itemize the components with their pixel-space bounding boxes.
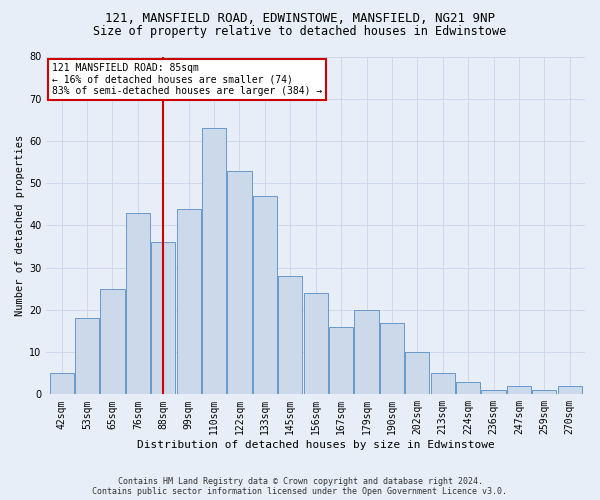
Bar	[405, 352, 430, 395]
Bar	[75, 318, 99, 394]
Bar	[278, 276, 302, 394]
Text: 121 MANSFIELD ROAD: 85sqm
← 16% of detached houses are smaller (74)
83% of semi-: 121 MANSFIELD ROAD: 85sqm ← 16% of detac…	[52, 64, 322, 96]
Text: Contains HM Land Registry data © Crown copyright and database right 2024.: Contains HM Land Registry data © Crown c…	[118, 477, 482, 486]
Text: Size of property relative to detached houses in Edwinstowe: Size of property relative to detached ho…	[94, 25, 506, 38]
Bar	[456, 382, 480, 394]
Y-axis label: Number of detached properties: Number of detached properties	[15, 135, 25, 316]
Bar	[557, 386, 582, 394]
Bar	[481, 390, 506, 394]
Bar	[126, 212, 150, 394]
Bar	[253, 196, 277, 394]
Text: Contains public sector information licensed under the Open Government Licence v3: Contains public sector information licen…	[92, 487, 508, 496]
Bar	[176, 208, 201, 394]
Bar	[329, 327, 353, 394]
Bar	[304, 293, 328, 394]
Bar	[202, 128, 226, 394]
Bar	[227, 170, 251, 394]
Bar	[355, 310, 379, 394]
Bar	[507, 386, 531, 394]
Bar	[151, 242, 175, 394]
Bar	[100, 289, 125, 395]
Bar	[532, 390, 556, 394]
Text: 121, MANSFIELD ROAD, EDWINSTOWE, MANSFIELD, NG21 9NP: 121, MANSFIELD ROAD, EDWINSTOWE, MANSFIE…	[105, 12, 495, 26]
X-axis label: Distribution of detached houses by size in Edwinstowe: Distribution of detached houses by size …	[137, 440, 494, 450]
Bar	[431, 373, 455, 394]
Bar	[50, 373, 74, 394]
Bar	[380, 322, 404, 394]
